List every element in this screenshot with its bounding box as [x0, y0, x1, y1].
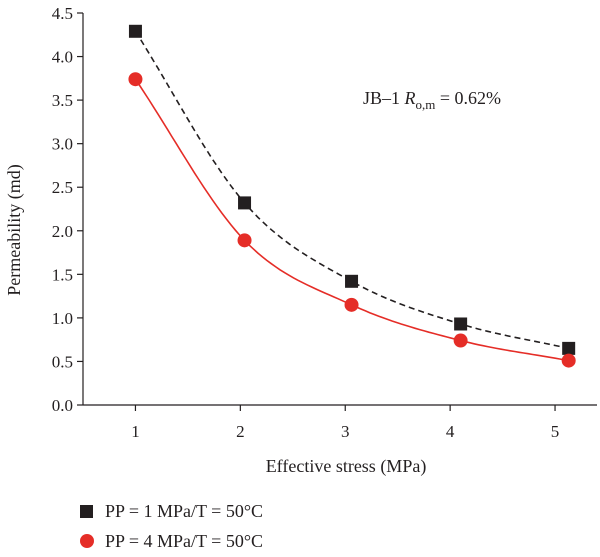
data-points: [128, 24, 576, 368]
x-tick-label: 3: [341, 422, 350, 441]
fit-curve-series-1: [134, 30, 569, 350]
data-point-square: [345, 274, 359, 288]
data-point-square: [238, 196, 252, 210]
y-tick-label: 0.0: [52, 396, 73, 415]
y-tick-label: 4.5: [52, 4, 73, 23]
legend: PP = 1 MPa/T = 50°C PP = 4 MPa/T = 50°C: [80, 501, 263, 551]
annotation-suffix: = 0.62%: [435, 88, 501, 108]
y-tick-label: 4.0: [52, 48, 73, 67]
data-point-circle: [561, 353, 576, 368]
y-tick-label: 1.0: [52, 309, 73, 328]
data-point-square: [454, 317, 468, 331]
x-tick-label: 1: [131, 422, 140, 441]
y-tick-label: 2.5: [52, 178, 73, 197]
legend-label-series-2: PP = 4 MPa/T = 50°C: [105, 531, 263, 551]
annotation-subscript: o,m: [416, 97, 436, 112]
data-point-circle: [453, 333, 468, 348]
fit-curve-series-2: [134, 78, 569, 362]
data-point-square: [562, 341, 576, 355]
legend-marker-circle: [80, 534, 94, 548]
data-point-circle: [128, 72, 143, 87]
y-tick-label: 3.0: [52, 135, 73, 154]
y-axis-title: Permeability (md): [4, 164, 25, 295]
y-tick-label: 0.5: [52, 352, 73, 371]
x-tick-label: 2: [236, 422, 245, 441]
legend-marker-square: [80, 505, 93, 518]
annotation-symbol: R: [404, 88, 416, 108]
x-tick-label: 4: [446, 422, 455, 441]
y-tick-label: 1.5: [52, 265, 73, 284]
x-tick-label: 5: [551, 422, 560, 441]
data-point-circle: [344, 297, 359, 312]
axes: 0.0 0.5 1.0 1.5 2.0 2.5 3.0 3.5 4.0 4.5 1 2 3 4 5: [52, 4, 597, 441]
x-axis-title: Effective stress (MPa): [266, 456, 427, 477]
data-point-square: [128, 24, 142, 38]
sample-annotation: JB–1 Ro,m = 0.62%: [363, 88, 501, 112]
y-tick-label: 2.0: [52, 222, 73, 241]
y-tick-label: 3.5: [52, 91, 73, 110]
legend-label-series-1: PP = 1 MPa/T = 50°C: [105, 501, 263, 521]
annotation-prefix: JB–1: [363, 88, 405, 108]
data-point-circle: [237, 233, 252, 248]
